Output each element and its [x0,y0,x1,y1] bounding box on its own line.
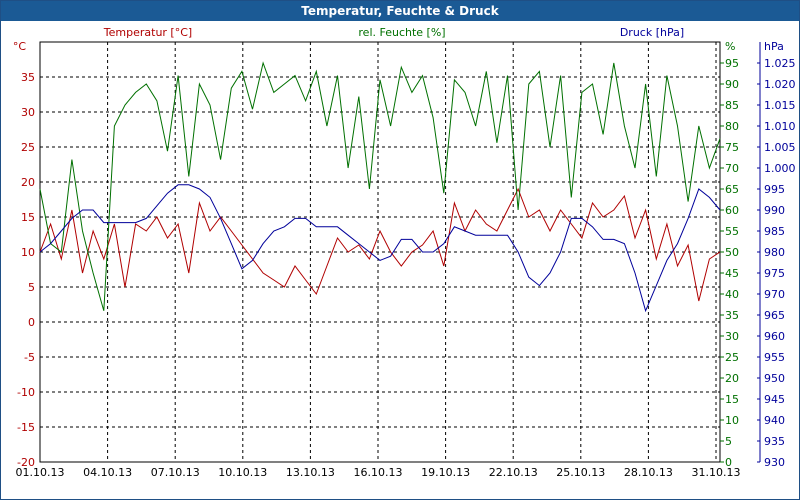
temperature-tick-6: 10 [21,246,35,259]
pressure-tick-12: 990 [764,204,785,217]
humidity-tick-3: 15 [725,393,739,406]
humidity-tick-17: 85 [725,99,739,112]
pressure-tick-18: 1.020 [764,78,796,91]
temperature-tick-0: -20 [17,456,35,469]
pressure-tick-11: 985 [764,225,785,238]
pressure-tick-2: 940 [764,414,785,427]
grid-lines [40,42,720,462]
humidity-tick-11: 55 [725,225,739,238]
pressure-tick-10: 980 [764,246,785,259]
pressure-tick-14: 1.000 [764,162,796,175]
x-tick-8: 25.10.13 [556,466,605,479]
temperature-tick-5: 5 [28,281,35,294]
humidity-tick-4: 20 [725,372,739,385]
x-tick-10: 31.10.13 [692,466,741,479]
humidity-axis-ticks: 0 5 10 15 20 25 30 35 40 45 50 55 60 65 70 75 80 85 90 95 [720,57,739,469]
pressure-tick-4: 950 [764,372,785,385]
legend-humidity: rel. Feuchte [%] [358,26,445,39]
x-axis-ticks: 01.10.13 04.10.13 07.10.13 10.10.13 13.10.13… [16,466,741,479]
temperature-tick-8: 20 [21,176,35,189]
humidity-tick-19: 95 [725,57,739,70]
humidity-tick-0: 0 [725,456,732,469]
humidity-series-line [39,61,721,311]
pressure-tick-3: 945 [764,393,785,406]
x-tick-2: 07.10.13 [151,466,200,479]
pressure-unit-label: hPa [764,40,784,53]
temperature-tick-11: 35 [21,71,35,84]
humidity-tick-14: 70 [725,162,739,175]
humidity-tick-18: 90 [725,78,739,91]
pressure-tick-15: 1.005 [764,141,796,154]
humidity-tick-1: 5 [725,435,732,448]
temperature-tick-2: -10 [17,386,35,399]
pressure-axis-ticks: 930 935 940 945 950 955 960 965 970 975 980 985 990 9… [757,42,796,469]
humidity-tick-10: 50 [725,246,739,259]
x-tick-0: 01.10.13 [16,466,65,479]
temperature-axis-ticks: -20 -15 -10 -5 0 5 10 15 20 25 30 35 [17,71,35,469]
x-tick-4: 13.10.13 [286,466,335,479]
humidity-tick-2: 10 [725,414,739,427]
pressure-tick-1: 935 [764,435,785,448]
humidity-tick-15: 75 [725,141,739,154]
humidity-tick-12: 60 [725,204,739,217]
x-tick-6: 19.10.13 [421,466,470,479]
pressure-tick-17: 1.015 [764,99,796,112]
humidity-tick-7: 35 [725,309,739,322]
pressure-tick-13: 995 [764,183,785,196]
legend-temperature: Temperatur [°C] [103,26,192,39]
temperature-tick-7: 15 [21,211,35,224]
pressure-tick-8: 970 [764,288,785,301]
pressure-tick-5: 955 [764,351,785,364]
x-tick-3: 10.10.13 [218,466,267,479]
pressure-tick-19: 1.025 [764,57,796,70]
chart-title: Temperatur, Feuchte & Druck [1,1,799,21]
pressure-tick-7: 965 [764,309,785,322]
temperature-tick-1: -15 [17,421,35,434]
x-tick-1: 04.10.13 [83,466,132,479]
humidity-tick-5: 25 [725,351,739,364]
humidity-tick-6: 30 [725,330,739,343]
humidity-tick-16: 80 [725,120,739,133]
temperature-tick-4: 0 [28,316,35,329]
humidity-tick-8: 40 [725,288,739,301]
pressure-series-line [39,184,721,313]
legend-pressure: Druck [hPa] [620,26,684,39]
temperature-series-line [39,187,721,302]
temperature-tick-10: 30 [21,106,35,119]
series-lines [39,61,721,313]
pressure-tick-6: 960 [764,330,785,343]
pressure-tick-9: 975 [764,267,785,280]
x-tick-7: 22.10.13 [489,466,538,479]
pressure-tick-16: 1.010 [764,120,796,133]
temperature-tick-3: -5 [24,351,35,364]
humidity-unit-label: % [725,40,735,53]
humidity-tick-9: 45 [725,267,739,280]
temperature-tick-9: 25 [21,141,35,154]
humidity-tick-13: 65 [725,183,739,196]
x-tick-9: 28.10.13 [624,466,673,479]
x-tick-5: 16.10.13 [354,466,403,479]
pressure-tick-0: 930 [764,456,785,469]
temperature-unit-label: °C [13,40,27,53]
